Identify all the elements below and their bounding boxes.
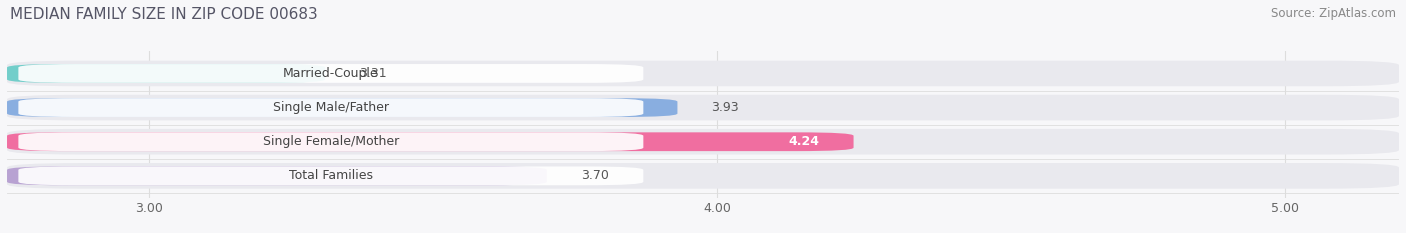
FancyBboxPatch shape [18, 166, 644, 185]
FancyBboxPatch shape [7, 61, 1399, 86]
Text: 3.31: 3.31 [360, 67, 387, 80]
FancyBboxPatch shape [18, 98, 644, 117]
FancyBboxPatch shape [7, 163, 1399, 189]
FancyBboxPatch shape [7, 95, 1399, 120]
Text: 4.24: 4.24 [789, 135, 820, 148]
Text: Married-Couple: Married-Couple [283, 67, 378, 80]
FancyBboxPatch shape [7, 166, 547, 185]
FancyBboxPatch shape [18, 132, 644, 151]
Text: 3.93: 3.93 [711, 101, 740, 114]
Text: Total Families: Total Families [288, 169, 373, 182]
FancyBboxPatch shape [7, 98, 678, 117]
Text: 3.70: 3.70 [581, 169, 609, 182]
Text: Single Female/Mother: Single Female/Mother [263, 135, 399, 148]
Text: MEDIAN FAMILY SIZE IN ZIP CODE 00683: MEDIAN FAMILY SIZE IN ZIP CODE 00683 [10, 7, 318, 22]
FancyBboxPatch shape [7, 64, 325, 83]
Text: Single Male/Father: Single Male/Father [273, 101, 389, 114]
Text: Source: ZipAtlas.com: Source: ZipAtlas.com [1271, 7, 1396, 20]
FancyBboxPatch shape [7, 132, 853, 151]
FancyBboxPatch shape [18, 64, 644, 83]
FancyBboxPatch shape [7, 129, 1399, 154]
